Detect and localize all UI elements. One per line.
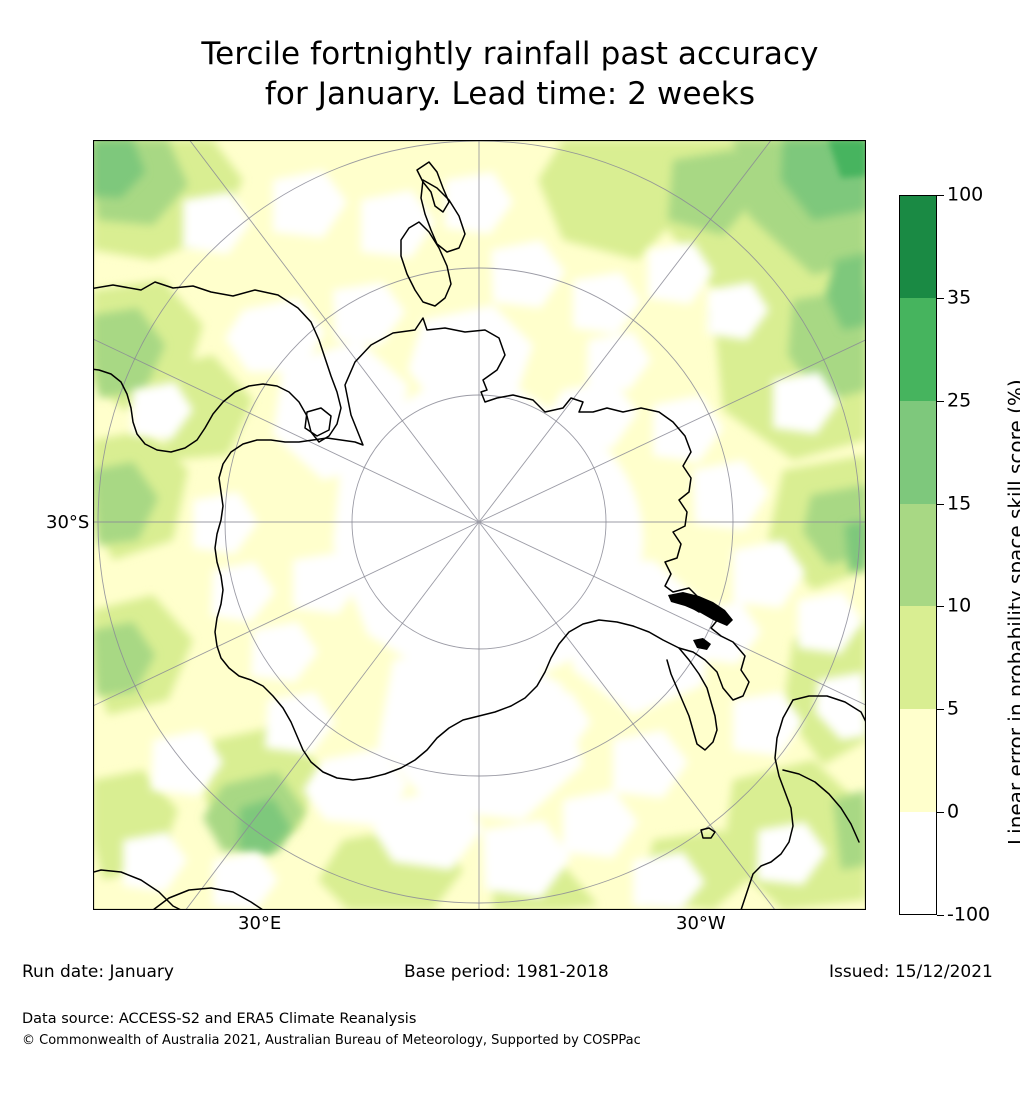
colorbar-axis-label: Linear error in probability space skill … bbox=[1004, 379, 1020, 845]
colorbar-band--100-to-0 bbox=[899, 812, 937, 915]
footer-copyright: © Commonwealth of Australia 2021, Austra… bbox=[22, 1033, 641, 1048]
footer-run-date: Run date: January bbox=[22, 962, 174, 982]
chart-title: Tercile fortnightly rainfall past accura… bbox=[0, 34, 1020, 115]
colorbar-tick-label-5: 5 bbox=[947, 697, 960, 720]
colorbar-tick-label--100: -100 bbox=[947, 903, 991, 926]
colorbar-band-0-to-5 bbox=[899, 709, 937, 813]
colorbar-tick-15 bbox=[937, 503, 944, 505]
footer-issued-date: Issued: 15/12/2021 bbox=[829, 962, 993, 982]
colorbar-tick-label-35: 35 bbox=[947, 286, 972, 309]
footer-metadata-row: Run date: January Base period: 1981-2018… bbox=[0, 962, 1020, 986]
colorbar-tick-label-15: 15 bbox=[947, 492, 972, 515]
colorbar-tick-0 bbox=[937, 812, 944, 814]
colorbar-band-25-to-35 bbox=[899, 297, 937, 401]
colorbar-tick-35 bbox=[937, 297, 944, 299]
title-line-2: for January. Lead time: 2 weeks bbox=[264, 76, 756, 113]
colorbar-tick-10 bbox=[937, 606, 944, 608]
colorbar-band-5-to-10 bbox=[899, 606, 937, 710]
axis-label-longitude-30w: 30°W bbox=[676, 913, 726, 934]
title-line-1: Tercile fortnightly rainfall past accura… bbox=[201, 36, 819, 72]
skill-band-25-35 bbox=[828, 140, 866, 178]
colorbar-tick-label-25: 25 bbox=[947, 389, 972, 412]
peninsula-detail bbox=[668, 592, 733, 650]
colorbar-tick-label-100: 100 bbox=[947, 183, 984, 206]
axis-label-longitude-30e: 30°E bbox=[238, 913, 282, 934]
graticule-meridians bbox=[93, 140, 866, 910]
axis-label-latitude-30s: 30°S bbox=[46, 512, 90, 533]
colorbar-tick-25 bbox=[937, 400, 944, 402]
colorbar[interactable] bbox=[899, 195, 937, 915]
colorbar-tick-100 bbox=[937, 195, 944, 196]
colorbar-tick-label-0: 0 bbox=[947, 800, 960, 823]
footer-base-period: Base period: 1981-2018 bbox=[404, 962, 609, 982]
footer-data-source: Data source: ACCESS-S2 and ERA5 Climate … bbox=[22, 1011, 417, 1027]
colorbar-tick--100 bbox=[937, 915, 944, 916]
map-frame bbox=[93, 140, 866, 910]
colorbar-tick-label-10: 10 bbox=[947, 594, 972, 617]
skill-band-10-15 bbox=[93, 140, 866, 870]
polar-stereographic-map bbox=[93, 140, 866, 910]
colorbar-band-35-to-100 bbox=[899, 195, 937, 298]
coastlines bbox=[93, 161, 866, 910]
colorbar-tick-5 bbox=[937, 709, 944, 711]
colorbar-band-15-to-25 bbox=[899, 400, 937, 504]
colorbar-band-10-to-15 bbox=[899, 503, 937, 607]
map-plot-area[interactable] bbox=[93, 140, 866, 910]
